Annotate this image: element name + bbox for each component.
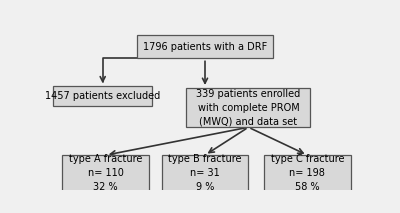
FancyBboxPatch shape bbox=[162, 155, 248, 191]
Text: 1457 patients excluded: 1457 patients excluded bbox=[45, 91, 160, 101]
FancyBboxPatch shape bbox=[264, 155, 351, 191]
Text: type A fracture
n= 110
32 %: type A fracture n= 110 32 % bbox=[69, 154, 142, 192]
Text: type C fracture
n= 198
58 %: type C fracture n= 198 58 % bbox=[270, 154, 344, 192]
FancyBboxPatch shape bbox=[137, 35, 273, 58]
Text: 1796 patients with a DRF: 1796 patients with a DRF bbox=[143, 42, 267, 52]
FancyBboxPatch shape bbox=[62, 155, 149, 191]
Text: 339 patients enrolled
with complete PROM
(MWQ) and data set: 339 patients enrolled with complete PROM… bbox=[196, 89, 300, 127]
FancyBboxPatch shape bbox=[53, 86, 152, 106]
FancyBboxPatch shape bbox=[186, 88, 310, 127]
Text: type B fracture
n= 31
9 %: type B fracture n= 31 9 % bbox=[168, 154, 242, 192]
